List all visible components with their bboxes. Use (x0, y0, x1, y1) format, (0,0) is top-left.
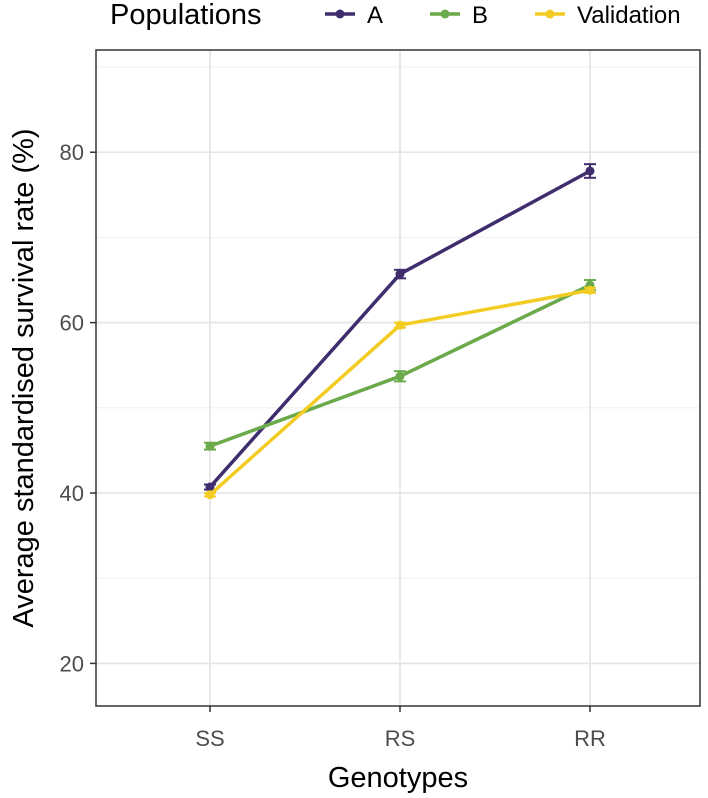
data-point (205, 482, 215, 492)
series-a (204, 163, 596, 492)
data-point (205, 490, 215, 500)
legend-title: Populations (110, 0, 262, 31)
y-tick-label: 40 (60, 481, 84, 506)
series-validation (204, 285, 596, 500)
grid (96, 50, 700, 706)
data-point (585, 285, 595, 295)
y-tick-label: 80 (60, 140, 84, 165)
data-point (205, 441, 215, 451)
legend: Populations A B Validation (110, 0, 681, 31)
x-tick-label: RS (385, 726, 416, 751)
legend-key-point (545, 9, 555, 19)
data-point (585, 166, 595, 176)
axes: 20 40 60 80 SS RS RR (60, 140, 606, 751)
legend-label: Validation (577, 2, 681, 29)
y-tick-label: 60 (60, 311, 84, 336)
legend-key-point (335, 9, 345, 19)
x-tick-label: SS (195, 726, 224, 751)
y-tick-label: 20 (60, 651, 84, 676)
x-axis-title: Genotypes (328, 762, 468, 794)
data-point (395, 371, 405, 381)
legend-key-point (440, 9, 450, 19)
x-tick-label: RR (574, 726, 606, 751)
legend-item-b: B (430, 2, 488, 29)
series-layer (204, 163, 596, 500)
legend-label: A (367, 2, 383, 29)
y-axis-title: Average standardised survival rate (%) (8, 128, 40, 627)
data-point (395, 320, 405, 330)
legend-item-validation: Validation (535, 2, 681, 29)
plot-panel-border (95, 49, 701, 707)
data-point (395, 269, 405, 279)
legend-label: B (472, 2, 488, 29)
legend-item-a: A (325, 2, 383, 29)
